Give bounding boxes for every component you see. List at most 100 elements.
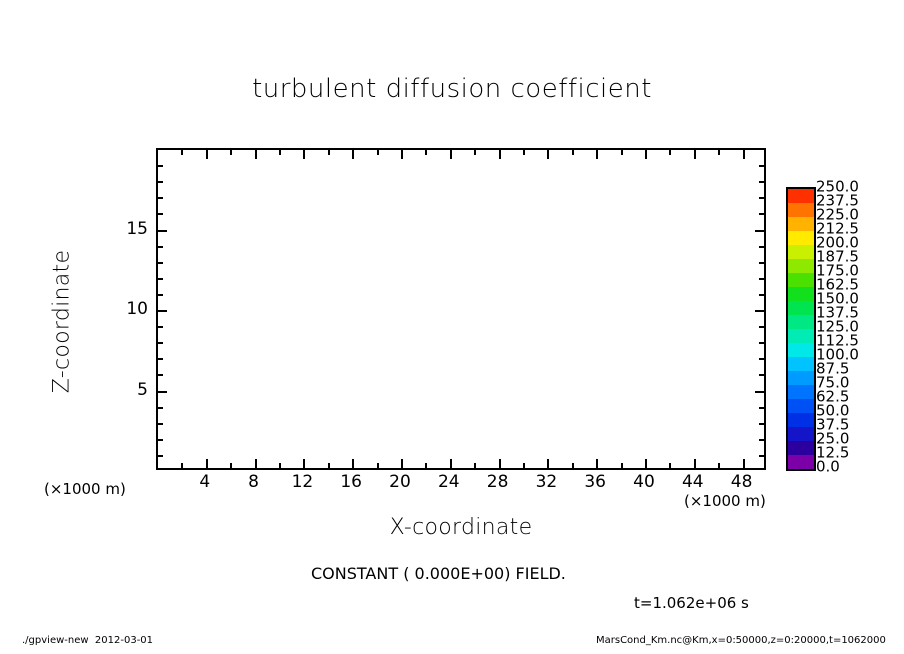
y-axis-tick — [759, 245, 764, 248]
y-axis-unit-label: (×1000 m) — [44, 480, 126, 498]
colorbar-tick-label: 175.0 — [816, 261, 859, 280]
x-axis-tick — [596, 459, 599, 468]
y-axis-tick — [755, 310, 764, 312]
colorbar-band — [788, 259, 814, 273]
page-title: turbulent diffusion coefficient — [252, 74, 652, 104]
y-axis-tick — [158, 293, 163, 296]
colorbar-tick-label: 75.0 — [816, 373, 850, 392]
x-tick-label: 40 — [633, 472, 655, 492]
x-axis-tick — [279, 463, 281, 468]
colorbar-tick-label: 50.0 — [816, 401, 850, 420]
constant-field-note: CONSTANT ( 0.000E+00) FIELD. — [311, 564, 566, 583]
x-axis-tick — [254, 150, 257, 159]
colorbar-tick-label: 25.0 — [816, 429, 850, 448]
colorbar-band — [788, 413, 814, 427]
colorbar-tick-label: 237.5 — [816, 191, 859, 210]
x-axis-tick — [376, 463, 379, 468]
colorbar-band — [788, 203, 814, 217]
colorbar-band — [788, 455, 814, 469]
y-axis-tick — [759, 181, 764, 184]
colorbar-tick-label: 137.5 — [816, 303, 859, 322]
x-axis-tick — [645, 459, 647, 468]
y-axis-tick — [759, 454, 764, 457]
colorbar-band — [788, 399, 814, 413]
colorbar-band — [788, 273, 814, 287]
x-axis-tick — [718, 463, 721, 468]
colorbar-tick-label: 125.0 — [816, 317, 859, 336]
colorbar-tick-label: 62.5 — [816, 387, 850, 406]
y-axis-tick — [158, 390, 167, 393]
x-axis-tick — [718, 150, 721, 155]
colorbar-band — [788, 189, 814, 203]
colorbar-band — [788, 245, 814, 259]
colorbar-band — [788, 315, 814, 329]
x-axis-tick — [303, 459, 306, 468]
y-axis-tick — [158, 197, 163, 200]
y-axis-tick — [158, 422, 163, 425]
y-axis-tick — [158, 406, 163, 409]
y-axis-tick — [759, 406, 764, 409]
y-axis-tick — [158, 326, 163, 329]
y-axis-tick — [759, 197, 764, 200]
colorbar-tick-label: 187.5 — [816, 247, 859, 266]
x-axis-tick — [669, 463, 672, 468]
colorbar-band — [788, 217, 814, 231]
x-tick-label: 36 — [584, 472, 607, 492]
x-axis-tick — [327, 463, 330, 468]
x-axis-tick — [230, 463, 233, 468]
y-axis-title: Z-coordinate — [49, 249, 75, 394]
x-axis-tick — [571, 463, 574, 468]
y-axis-tick — [759, 342, 764, 345]
y-tick-label: 10 — [126, 299, 148, 319]
colorbar-tick-label: 87.5 — [816, 359, 850, 378]
x-axis-tick — [376, 150, 379, 155]
y-axis-tick — [759, 326, 764, 329]
y-axis-tick — [158, 261, 163, 264]
x-axis-tick — [449, 150, 452, 159]
x-tick-label: 32 — [535, 472, 558, 492]
y-axis-tick — [759, 358, 764, 361]
x-axis-tick — [523, 463, 525, 468]
x-axis-tick — [693, 459, 696, 468]
x-axis-title: X-coordinate — [389, 515, 533, 540]
y-axis-tick — [759, 438, 764, 441]
y-axis-tick — [158, 438, 163, 441]
y-tick-label: 5 — [137, 379, 148, 400]
x-axis-tick — [181, 150, 184, 155]
x-tick-label: 8 — [248, 472, 260, 492]
x-tick-label: 16 — [340, 472, 363, 492]
x-axis-tick — [401, 150, 403, 159]
y-axis-tick — [158, 310, 167, 312]
time-stamp-note: t=1.062e+06 s — [634, 594, 749, 612]
y-axis-tick — [759, 374, 764, 377]
colorbar-band — [788, 441, 814, 455]
y-axis-tick — [759, 277, 764, 280]
colorbar-tick-label: 200.0 — [816, 233, 859, 252]
footer-source-label: MarsCond_Km.nc@Km,x=0:50000,z=0:20000,t=… — [596, 635, 886, 646]
x-axis-tick — [401, 459, 403, 468]
y-axis-tick — [158, 213, 163, 216]
x-axis-tick — [425, 463, 428, 468]
colorbar — [786, 187, 816, 471]
x-tick-label: 20 — [389, 472, 411, 492]
x-axis-tick — [279, 150, 281, 155]
y-axis-tick — [759, 261, 764, 264]
colorbar-band — [788, 287, 814, 301]
y-axis-tick — [158, 165, 163, 168]
y-axis-tick — [158, 245, 163, 248]
colorbar-tick-label: 225.0 — [816, 205, 859, 224]
x-axis-tick — [645, 150, 647, 159]
y-tick-label: 15 — [126, 218, 148, 239]
plot-axes-frame — [156, 148, 766, 470]
x-axis-tick — [669, 150, 672, 155]
x-tick-label: 48 — [730, 472, 753, 492]
colorbar-tick-label: 150.0 — [816, 289, 859, 308]
y-axis-tick — [755, 229, 764, 232]
colorbar-band — [788, 231, 814, 245]
colorbar-band — [788, 371, 814, 385]
y-axis-tick — [755, 390, 764, 393]
x-axis-tick — [205, 459, 208, 468]
colorbar-tick-label: 0.0 — [816, 457, 840, 476]
y-axis-tick — [759, 293, 764, 296]
